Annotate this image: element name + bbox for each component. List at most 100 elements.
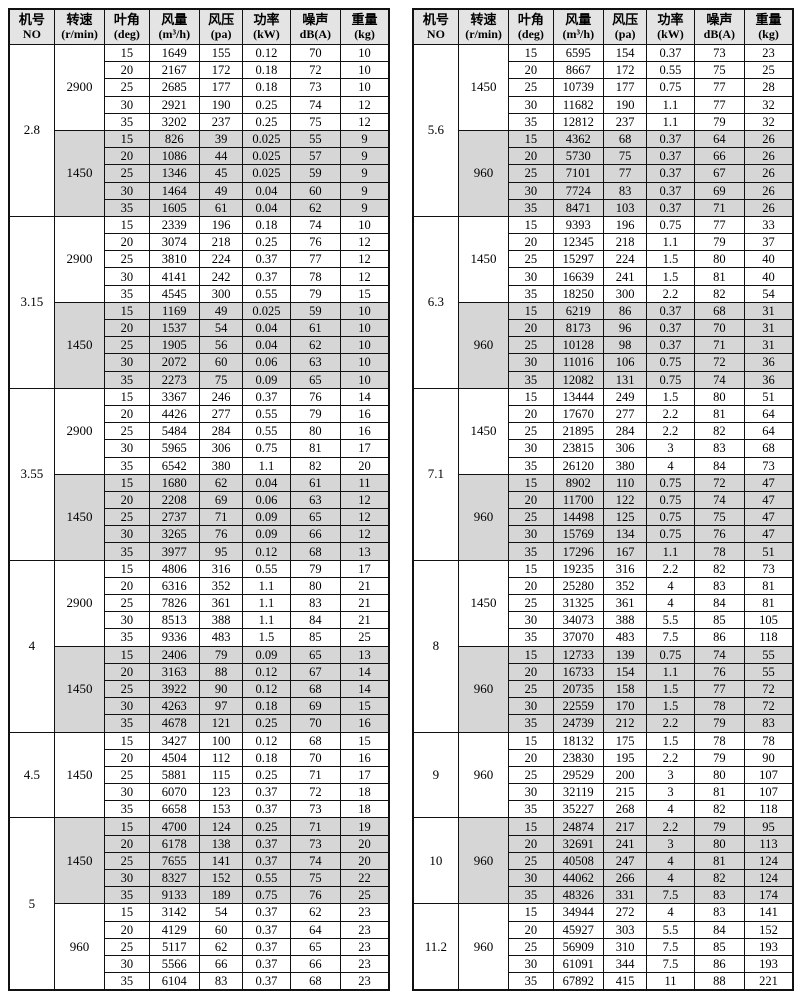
model-no-cell: 5.6 [412, 44, 459, 217]
spec-row: 35 12812 237 1.1 79 32 [413, 112, 794, 131]
blade-angle-cell: 25 [508, 765, 554, 785]
blade-angle-cell: 35 [508, 456, 554, 475]
blade-angle-cell: 20 [508, 490, 554, 510]
blade-angle-cell: 35 [508, 800, 554, 819]
power-cell: 0.04 [242, 318, 291, 338]
power-cell: 4 [646, 456, 695, 475]
noise-cell: 74 [693, 370, 746, 389]
pressure-cell: 60 [198, 920, 244, 939]
airflow-cell: 5484 [148, 422, 200, 441]
weight-cell: 81 [744, 576, 794, 596]
header-label: 叶角 [113, 12, 140, 27]
blade-angle-cell: 25 [104, 679, 150, 699]
pressure-cell: 153 [198, 800, 244, 819]
airflow-cell: 2273 [148, 370, 200, 389]
airflow-cell: 1086 [148, 147, 200, 166]
noise-cell: 82 [693, 868, 746, 888]
blade-angle-cell: 20 [508, 147, 554, 166]
weight-cell: 64 [744, 422, 794, 441]
weight-cell: 26 [744, 164, 794, 183]
power-cell: 0.25 [242, 95, 291, 114]
airflow-cell: 3977 [148, 542, 200, 561]
spec-row: 4.5 1450 15 3427 100 0.12 68 15 [8, 731, 390, 819]
spec-row: 30 61091 344 7.5 86 193 [413, 954, 794, 974]
pressure-cell: 172 [602, 61, 648, 80]
pressure-cell: 415 [602, 972, 648, 991]
blade-angle-cell: 25 [508, 508, 554, 527]
pressure-cell: 158 [602, 679, 648, 699]
weight-cell: 124 [744, 851, 794, 871]
pressure-cell: 154 [602, 43, 648, 63]
airflow-cell: 1169 [148, 301, 200, 321]
weight-cell: 73 [744, 456, 794, 475]
pressure-cell: 170 [602, 697, 648, 716]
airflow-cell: 18250 [552, 284, 604, 303]
airflow-cell: 21895 [552, 422, 604, 441]
blade-angle-cell: 35 [104, 542, 150, 561]
noise-cell: 86 [693, 954, 746, 974]
speed-cell: 1450 [457, 559, 510, 647]
power-cell: 2.2 [646, 404, 695, 424]
weight-cell: 25 [340, 628, 390, 647]
power-cell: 0.025 [242, 147, 291, 166]
airflow-cell: 3367 [148, 387, 200, 406]
weight-cell: 9 [340, 129, 390, 149]
noise-cell: 81 [693, 267, 746, 286]
weight-cell: 18 [340, 783, 390, 802]
blade-angle-cell: 25 [508, 336, 554, 355]
pressure-cell: 190 [602, 95, 648, 114]
spec-row: 20 4129 60 0.37 64 23 [9, 920, 390, 939]
header-noise: 噪声 dB(A) [289, 8, 342, 45]
power-cell: 7.5 [646, 954, 695, 974]
blade-angle-cell: 25 [508, 593, 554, 613]
power-cell: 0.12 [242, 662, 291, 681]
noise-cell: 78 [693, 542, 746, 561]
power-cell: 7.5 [646, 937, 695, 956]
airflow-cell: 6542 [148, 456, 200, 475]
pressure-cell: 217 [602, 817, 648, 836]
airflow-cell: 11016 [552, 353, 604, 372]
spec-row: 30 2072 60 0.06 63 10 [9, 353, 390, 372]
pressure-cell: 103 [602, 198, 648, 217]
airflow-cell: 34944 [552, 903, 604, 922]
noise-cell: 74 [289, 215, 342, 235]
airflow-cell: 1649 [148, 43, 200, 63]
spec-row: 20 23830 195 2.2 79 90 [413, 748, 794, 767]
blade-angle-cell: 35 [104, 628, 150, 647]
noise-cell: 71 [693, 198, 746, 217]
airflow-cell: 11682 [552, 95, 604, 114]
airflow-cell: 19235 [552, 559, 604, 578]
power-cell: 0.25 [242, 714, 291, 733]
model-no-cell: 4 [8, 559, 55, 733]
header-unit: (deg) [517, 27, 544, 41]
weight-cell: 13 [340, 645, 390, 664]
airflow-cell: 12082 [552, 370, 604, 389]
spec-row: 30 5965 306 0.75 81 17 [9, 439, 390, 458]
header-unit: dB(A) [299, 27, 332, 41]
blade-angle-cell: 20 [104, 576, 150, 596]
blade-angle-cell: 35 [104, 370, 150, 389]
pressure-cell: 310 [602, 937, 648, 956]
header-blade-angle: 叶角 (deg) [508, 8, 554, 45]
noise-cell: 83 [693, 576, 746, 596]
weight-cell: 73 [744, 559, 794, 578]
pressure-cell: 112 [198, 748, 244, 767]
spec-row: 5.6 1450 15 6595 154 0.37 73 23 [412, 43, 794, 217]
spec-row: 7.1 1450 15 13444 249 1.5 80 51 [412, 387, 794, 561]
power-cell: 1.5 [242, 628, 291, 647]
power-cell: 0.12 [242, 43, 291, 63]
blade-angle-cell: 30 [508, 954, 554, 974]
airflow-cell: 1605 [148, 198, 200, 217]
blade-angle-cell: 15 [104, 473, 150, 492]
weight-cell: 12 [340, 95, 390, 114]
airflow-cell: 5881 [148, 765, 200, 785]
power-cell: 0.75 [242, 886, 291, 905]
pressure-cell: 155 [198, 43, 244, 63]
weight-cell: 9 [340, 198, 390, 217]
blade-angle-cell: 15 [508, 903, 554, 922]
noise-cell: 80 [289, 576, 342, 596]
airflow-cell: 5566 [148, 954, 200, 974]
blade-angle-cell: 35 [104, 886, 150, 905]
noise-cell: 74 [289, 851, 342, 871]
airflow-cell: 10128 [552, 336, 604, 355]
